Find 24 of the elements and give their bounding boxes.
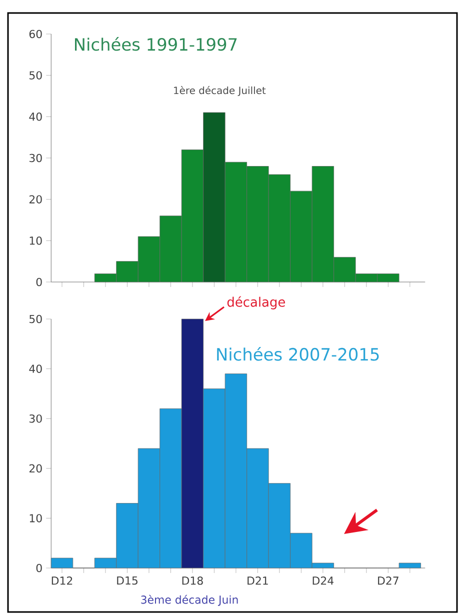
text: décalage [227,296,285,310]
x-tick-label: D24 [312,576,334,585]
y-tick-label: 30 [29,154,42,162]
x-tick-label: D27 [378,576,398,585]
text: Nichées 2007-2015 [217,346,379,361]
y-tick-label: 10 [30,236,42,245]
x-tick-label: D21 [248,576,268,585]
y-tick-label: 20 [29,195,42,204]
y-tick-label: 50 [30,71,42,80]
y-tick-label: 20 [29,464,42,473]
annotation: 1ère décade Juillet [174,86,266,96]
x-tick-label: D12 [52,576,72,585]
y-tick-label: 0 [36,564,42,572]
y-tick-label: 40 [29,112,42,121]
y-tick-label: 40 [29,364,42,373]
text: 3ème décade Juin [141,594,238,606]
y-tick-label: 50 [30,314,42,324]
x-tick-label: D15 [117,576,138,585]
x-tick-label: D18 [182,576,203,585]
y-tick-label: 0 [36,278,42,286]
y-tick-label: 30 [29,414,42,423]
chart-title: Nichées 1991-1997 [75,37,237,51]
y-tick-label: 60 [29,30,42,38]
y-tick-label: 10 [30,514,42,522]
